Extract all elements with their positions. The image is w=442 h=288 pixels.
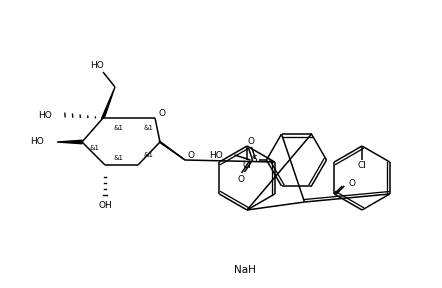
Text: &1: &1 [143, 152, 153, 158]
Text: O: O [348, 179, 355, 189]
Text: S: S [251, 156, 257, 164]
Text: &1: &1 [143, 125, 153, 131]
Polygon shape [159, 141, 185, 160]
Text: NaH: NaH [234, 265, 256, 275]
Text: O: O [187, 151, 194, 160]
Polygon shape [57, 140, 82, 144]
Text: HO: HO [209, 151, 222, 160]
Text: &1: &1 [90, 145, 100, 151]
Text: HO: HO [38, 111, 52, 120]
Text: Cl: Cl [358, 162, 366, 170]
Text: HO: HO [90, 62, 104, 71]
Text: Cl: Cl [243, 162, 251, 170]
Text: OH: OH [98, 200, 112, 209]
Polygon shape [102, 87, 115, 119]
Text: O: O [237, 175, 244, 183]
Text: HO: HO [30, 137, 44, 147]
Text: O: O [247, 137, 254, 147]
Text: &1: &1 [113, 155, 123, 161]
Text: &1: &1 [113, 125, 123, 131]
Text: O: O [159, 109, 165, 118]
